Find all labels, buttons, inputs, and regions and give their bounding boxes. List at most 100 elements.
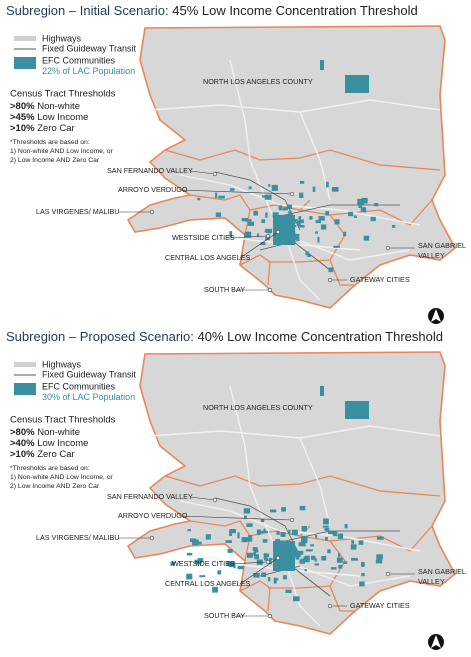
title-prefix: Subregion – Initial Scenario: <box>6 3 169 18</box>
efc-area <box>304 569 307 572</box>
efc-area <box>227 548 233 553</box>
leader-line <box>189 170 216 175</box>
leader-dot <box>149 209 155 215</box>
threshold-value: >10% <box>10 449 35 460</box>
threshold-heading: Census Tract Thresholds <box>10 415 116 426</box>
efc-area <box>263 553 267 559</box>
region-label: NORTH LOS ANGELES COUNTY <box>203 403 313 412</box>
efc-area <box>278 543 283 547</box>
efc-area <box>307 254 311 257</box>
efc-area <box>361 573 365 577</box>
region-label: ARROYO VERDUGO <box>118 185 188 194</box>
leader-dot <box>212 497 218 503</box>
region-label: SOUTH BAY <box>204 285 245 294</box>
leader-dot <box>275 555 281 561</box>
efc-area <box>268 559 272 565</box>
efc-area <box>315 220 321 224</box>
efc-area <box>277 555 284 558</box>
efc-area <box>350 544 357 550</box>
efc-area <box>359 581 365 587</box>
threshold-note: *Thresholds are based on: <box>10 139 90 146</box>
efc-area <box>262 539 268 543</box>
leader-dot <box>267 287 273 293</box>
county <box>126 351 457 635</box>
efc-area <box>197 197 201 201</box>
efc-area <box>273 577 277 584</box>
efc-area <box>328 267 334 273</box>
efc-area <box>275 554 278 557</box>
efc-area <box>243 508 251 514</box>
threshold-label: Zero Car <box>37 123 74 134</box>
efc-area <box>310 544 315 547</box>
efc-area <box>262 195 268 198</box>
legend-efc-swatch <box>14 383 36 395</box>
leader-line <box>179 189 293 195</box>
efc-area <box>233 565 236 569</box>
region-label: SAN GABRIEL <box>418 567 466 576</box>
threshold-label: Zero Car <box>37 449 74 460</box>
subregion-boundary <box>164 149 441 171</box>
efc-area <box>254 554 259 560</box>
efc-area <box>326 181 329 188</box>
efc-area <box>299 192 304 198</box>
efc-area <box>263 528 266 532</box>
title-prefix: Subregion – Proposed Scenario: <box>6 329 194 344</box>
efc-area <box>266 553 270 558</box>
efc-area <box>253 573 260 578</box>
threshold-note: 2) Low Income AND Zero Car <box>10 483 100 490</box>
panel: Subregion – Initial Scenario: 45% Low In… <box>6 3 466 324</box>
efc-area <box>283 575 287 580</box>
efc-area <box>292 225 296 228</box>
leader-dot <box>267 613 273 619</box>
efc-area <box>247 221 254 226</box>
highway <box>179 500 421 552</box>
efc-area <box>246 523 253 527</box>
threshold-label: Non-white <box>37 427 80 438</box>
efc-area <box>336 557 343 563</box>
efc-area <box>338 552 341 557</box>
efc-area <box>253 551 257 556</box>
efc-area <box>290 557 295 561</box>
efc-area <box>248 186 252 190</box>
efc-area <box>237 532 240 539</box>
threshold-label: Non-white <box>37 101 80 112</box>
efc-area <box>343 561 348 564</box>
efc-area <box>218 195 225 199</box>
efc-area <box>276 558 279 563</box>
efc-area <box>285 222 289 228</box>
threshold-label: Low Income <box>37 438 88 449</box>
efc-area <box>300 552 303 555</box>
efc-area <box>293 550 299 555</box>
efc-area <box>321 556 327 561</box>
efc-area <box>315 534 318 539</box>
legend-transit: Fixed Guideway Transit <box>42 369 137 379</box>
efc-area <box>260 242 266 246</box>
efc-area <box>289 231 296 234</box>
efc-area <box>215 212 221 217</box>
efc-area <box>186 552 193 556</box>
panel: Subregion – Proposed Scenario: 40% Low I… <box>6 329 466 650</box>
region-label: GATEWAY CITIES <box>350 601 410 610</box>
population-pct: 30% <box>42 392 60 402</box>
legend-highway-swatch <box>14 36 36 41</box>
efc-area <box>279 546 282 549</box>
leader-dot <box>289 191 295 197</box>
north-arrow-head <box>431 309 441 322</box>
region-label: LAS VIRGENES/ MALIBU <box>36 207 119 216</box>
region-label: SAN FERNANDO VALLEY <box>107 166 193 175</box>
threshold-note: *Thresholds are based on: <box>10 465 90 472</box>
efc-area <box>289 552 296 557</box>
efc-area <box>286 204 292 210</box>
efc-area <box>170 561 175 566</box>
leader-dot <box>275 229 281 235</box>
efc-area <box>197 541 202 545</box>
efc-area <box>358 540 364 545</box>
leader-line <box>239 231 279 259</box>
efc-area <box>361 562 365 567</box>
threshold-value: >80% <box>10 101 35 112</box>
efc-area <box>229 530 232 536</box>
subregion-boundary <box>239 580 271 612</box>
subregion-boundary <box>164 475 441 497</box>
efc-area <box>229 529 236 534</box>
efc-area <box>299 224 305 228</box>
